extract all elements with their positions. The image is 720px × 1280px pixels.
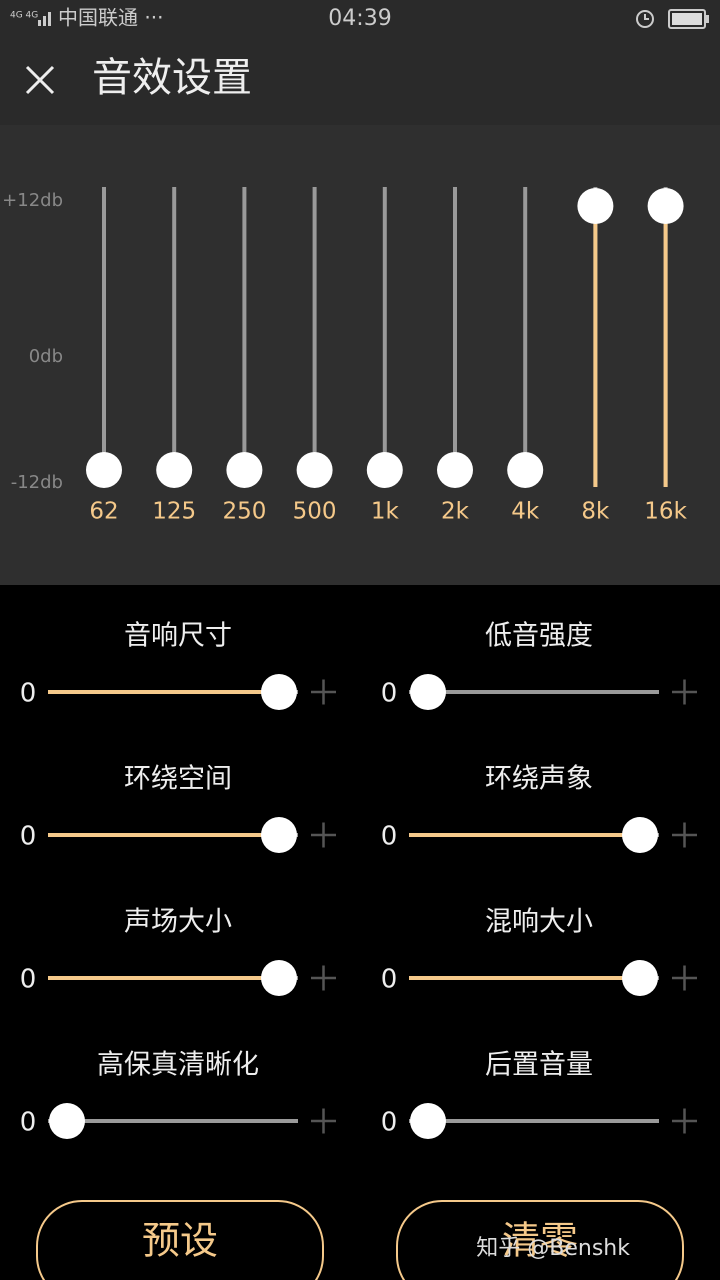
clock: 04:39 bbox=[328, 6, 391, 31]
plus-button[interactable] bbox=[311, 679, 336, 705]
eq-band-label: 250 bbox=[222, 499, 266, 525]
eq-knob[interactable] bbox=[577, 188, 614, 224]
eq-knob[interactable] bbox=[366, 452, 403, 488]
control-label: 低音强度 bbox=[485, 621, 593, 652]
network: 4G 4G bbox=[10, 11, 38, 21]
eq-band-label: 1k bbox=[371, 499, 400, 525]
slider-knob[interactable] bbox=[49, 1103, 85, 1139]
slider-knob[interactable] bbox=[622, 817, 658, 853]
eq-knob[interactable] bbox=[86, 452, 122, 488]
control-value: 0 bbox=[20, 822, 37, 852]
eq-band-label: 4k bbox=[511, 499, 540, 525]
plus-button[interactable] bbox=[311, 822, 336, 848]
watermark: 知乎 @Benshk bbox=[476, 1236, 630, 1261]
control-value: 0 bbox=[381, 1108, 398, 1138]
control-value: 0 bbox=[381, 965, 398, 995]
eq-band-label: 8k bbox=[581, 499, 610, 525]
plus-button[interactable] bbox=[311, 1108, 336, 1134]
action-button-label: 预设 bbox=[142, 1219, 218, 1263]
control-value: 0 bbox=[381, 679, 398, 709]
plus-button[interactable] bbox=[672, 1108, 697, 1134]
control-label: 高保真清晰化 bbox=[97, 1050, 259, 1081]
eq-knob[interactable] bbox=[226, 452, 263, 488]
page-title: 音效设置 bbox=[92, 55, 252, 101]
eq-knob[interactable] bbox=[437, 452, 473, 488]
eq-scale-label: 0db bbox=[29, 346, 63, 367]
action-button[interactable] bbox=[36, 1200, 324, 1280]
eq-scale-label: -12db bbox=[11, 472, 63, 493]
eq-knob[interactable] bbox=[156, 452, 193, 488]
slider-knob[interactable] bbox=[261, 817, 297, 853]
plus-button[interactable] bbox=[672, 965, 697, 991]
control-label: 音响尺寸 bbox=[124, 621, 232, 652]
alarm-icon bbox=[636, 10, 654, 28]
slider-knob[interactable] bbox=[261, 674, 297, 710]
slider-knob[interactable] bbox=[261, 960, 297, 996]
action-button-label: 清零 bbox=[502, 1219, 578, 1263]
control-value: 0 bbox=[381, 822, 398, 852]
control-value: 0 bbox=[20, 679, 37, 709]
plus-button[interactable] bbox=[672, 822, 697, 848]
slider-knob[interactable] bbox=[410, 674, 446, 710]
eq-band-label: 2k bbox=[441, 499, 470, 525]
control-label: 混响大小 bbox=[485, 907, 593, 938]
plus-button[interactable] bbox=[672, 679, 697, 705]
control-label: 声场大小 bbox=[124, 907, 232, 938]
eq-knob[interactable] bbox=[296, 452, 333, 488]
close-button[interactable] bbox=[25, 65, 55, 95]
battery-icon bbox=[668, 9, 709, 29]
plus-button[interactable] bbox=[311, 965, 336, 991]
signal bbox=[38, 12, 51, 26]
control-label: 环绕声象 bbox=[485, 764, 593, 795]
eq-band-label: 62 bbox=[89, 499, 118, 525]
controls-bg bbox=[0, 585, 720, 1280]
control-value: 0 bbox=[20, 1108, 37, 1138]
header-bg bbox=[0, 0, 720, 125]
eq-band-label: 500 bbox=[293, 499, 337, 525]
eq-knob[interactable] bbox=[507, 452, 544, 488]
eq-band-label: 16k bbox=[644, 499, 687, 525]
carrier: 中国联通 ··· bbox=[58, 6, 163, 30]
eq-scale-label: +12db bbox=[2, 190, 63, 211]
control-label: 后置音量 bbox=[485, 1050, 593, 1081]
slider-knob[interactable] bbox=[410, 1103, 446, 1139]
eq-knob[interactable] bbox=[647, 188, 684, 224]
eq-band-label: 125 bbox=[152, 499, 196, 525]
action-button[interactable] bbox=[396, 1200, 684, 1280]
slider-knob[interactable] bbox=[622, 960, 658, 996]
control-value: 0 bbox=[20, 965, 37, 995]
control-label: 环绕空间 bbox=[124, 764, 232, 795]
